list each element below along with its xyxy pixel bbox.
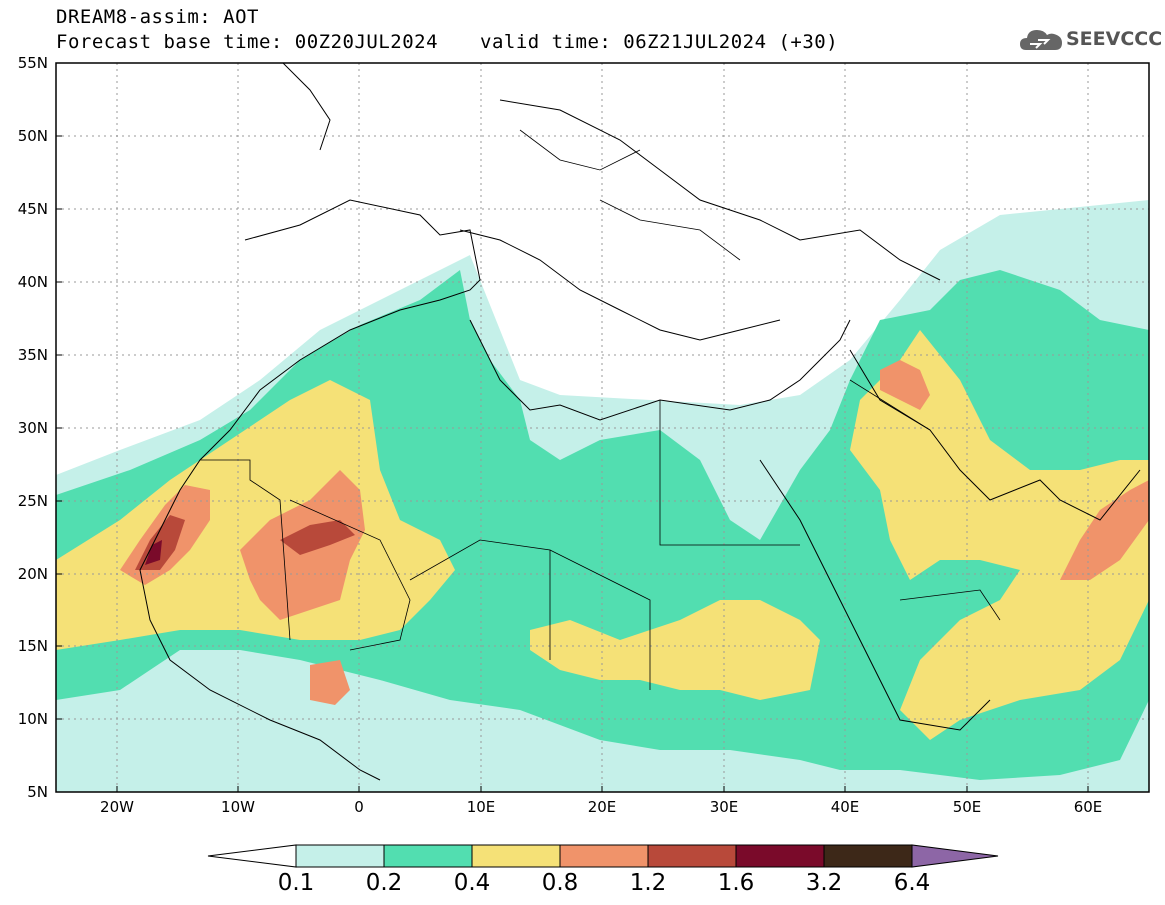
- lat-label: 35N: [17, 346, 48, 364]
- lon-label: 60E: [1073, 798, 1103, 816]
- colorbar-label: 1.2: [629, 870, 667, 896]
- lon-label: 0: [354, 798, 364, 816]
- colorbar-under: [207, 844, 297, 868]
- lon-label: 50E: [952, 798, 982, 816]
- lon-label: 20W: [100, 798, 134, 816]
- colorbar-swatch-5: [647, 844, 737, 868]
- lon-label: 40E: [830, 798, 860, 816]
- aot-0-8-band-niger: [310, 660, 350, 705]
- coastlines: [139, 63, 1141, 781]
- colorbar-label: 6.4: [893, 870, 931, 896]
- tick-marks: [56, 62, 1089, 793]
- lat-label: 55N: [17, 54, 48, 72]
- lon-label: 20E: [587, 798, 617, 816]
- lat-label: 5N: [27, 783, 48, 801]
- aot-0-4-band: [56, 380, 455, 650]
- aot-0-4-band-east: [850, 330, 1149, 740]
- logo-text: SEEVCCC: [1066, 28, 1163, 50]
- aot-1-6-band: [145, 540, 162, 565]
- colorbar-swatch-3: [471, 844, 561, 868]
- lat-label: 10N: [17, 710, 48, 728]
- colorbar: [207, 844, 999, 868]
- aot-1-2-band-mali: [280, 520, 355, 555]
- grid-lines: [56, 63, 1149, 792]
- valid-time: valid time: 06Z21JUL2024 (+30): [480, 31, 839, 53]
- colorbar-label: 1.6: [717, 870, 755, 896]
- colorbar-label: 0.2: [365, 870, 403, 896]
- borders: [200, 129, 1001, 690]
- colorbar-swatch-7: [823, 844, 913, 868]
- colorbar-swatch-2: [383, 844, 473, 868]
- forecast-base-time: Forecast base time: 00Z20JUL2024: [56, 31, 439, 53]
- colorbar-label: 0.8: [541, 870, 579, 896]
- colorbar-swatch-4: [559, 844, 649, 868]
- colorbar-swatch-1: [295, 844, 385, 868]
- colorbar-swatch-6: [735, 844, 825, 868]
- lat-label: 20N: [17, 565, 48, 583]
- lat-label: 15N: [17, 637, 48, 655]
- lon-label: 10W: [221, 798, 255, 816]
- colorbar-label: 3.2: [805, 870, 843, 896]
- colorbar-label: 0.1: [277, 870, 315, 896]
- lat-label: 25N: [17, 492, 48, 510]
- colorbar-over: [911, 844, 999, 868]
- colorbar-label: 0.4: [453, 870, 491, 896]
- lat-label: 45N: [17, 200, 48, 218]
- lat-label: 30N: [17, 419, 48, 437]
- map-title: DREAM8-assim: AOT: [56, 6, 259, 28]
- lon-label: 10E: [466, 798, 496, 816]
- lat-label: 50N: [17, 127, 48, 145]
- lat-label: 40N: [17, 273, 48, 291]
- seevccc-logo: SEEVCCC: [1018, 22, 1162, 58]
- lon-label: 30E: [709, 798, 739, 816]
- aot-0-8-band-oman: [1060, 480, 1149, 580]
- cloud-icon: [1020, 30, 1062, 50]
- aot-0-8-band-iraq: [880, 360, 930, 410]
